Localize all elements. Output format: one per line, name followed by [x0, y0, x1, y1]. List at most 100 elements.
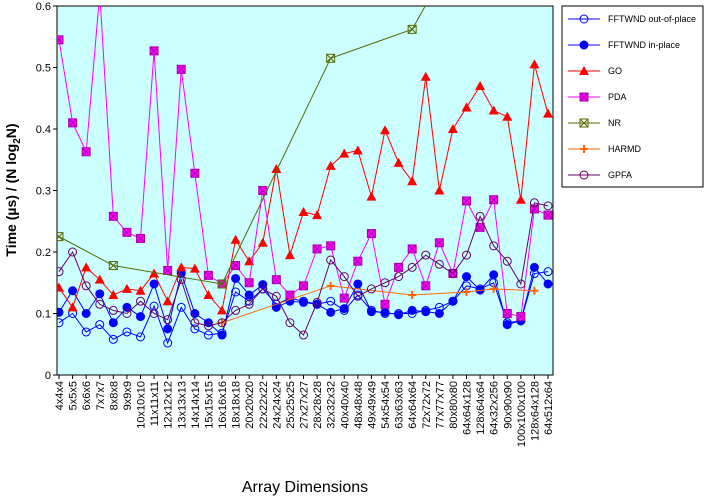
- marker: [190, 324, 200, 334]
- x-axis-title: Array Dimensions: [242, 479, 368, 496]
- marker: [299, 297, 308, 307]
- marker-part: [57, 307, 64, 317]
- marker: [366, 284, 376, 294]
- marker: [408, 291, 417, 300]
- marker-part: [258, 284, 268, 294]
- marker-part: [108, 261, 118, 270]
- marker: [462, 272, 471, 282]
- marker-part: [502, 320, 512, 330]
- marker-part: [447, 124, 458, 133]
- legend-label: GPFA: [608, 170, 632, 180]
- marker-part: [299, 330, 308, 340]
- marker: [176, 275, 186, 285]
- x-tick-label: 64x512x64: [543, 381, 555, 435]
- legend-label: FFTWND in-place: [608, 40, 680, 50]
- marker: [217, 279, 227, 289]
- marker-part: [380, 299, 390, 309]
- x-tick-label: 28x28x28: [312, 381, 324, 429]
- x-tick-label: 15x15x15: [203, 381, 215, 429]
- marker: [95, 299, 105, 309]
- marker-part: [163, 338, 173, 348]
- marker: [57, 282, 64, 292]
- marker-part: [121, 283, 132, 293]
- marker-part: [298, 207, 309, 217]
- marker-part: [57, 35, 64, 45]
- marker: [217, 305, 227, 315]
- marker: [257, 237, 268, 247]
- marker: [394, 262, 404, 272]
- marker: [121, 283, 132, 293]
- marker-part: [149, 268, 160, 278]
- marker: [326, 281, 335, 290]
- marker-part: [149, 309, 159, 318]
- marker: [515, 194, 526, 204]
- marker-part: [543, 210, 553, 220]
- marker-part: [529, 198, 539, 208]
- marker-part: [108, 334, 118, 344]
- marker-part: [217, 279, 227, 289]
- marker: [366, 191, 377, 201]
- marker: [95, 289, 105, 299]
- marker: [57, 232, 64, 242]
- marker-part: [108, 261, 118, 271]
- marker-part: [57, 232, 64, 241]
- marker-part: [149, 301, 159, 311]
- marker-part: [394, 310, 404, 320]
- marker-part: [352, 145, 363, 155]
- marker-part: [149, 46, 159, 56]
- marker-part: [420, 71, 431, 81]
- series-line: [58, 202, 549, 336]
- marker-part: [231, 305, 241, 315]
- marker-part: [217, 279, 227, 289]
- x-tick-label: 128x64x64: [475, 381, 487, 435]
- marker-part: [543, 267, 553, 277]
- marker-part: [163, 266, 173, 275]
- marker: [149, 309, 159, 318]
- marker: [380, 299, 390, 309]
- marker-part: [299, 297, 308, 307]
- marker-part: [122, 327, 132, 337]
- marker-part: [57, 232, 64, 242]
- x-tick-label: 8x8x8: [108, 381, 120, 410]
- marker-part: [543, 201, 553, 211]
- marker: [502, 309, 512, 318]
- marker: [579, 66, 589, 75]
- marker: [231, 261, 241, 271]
- marker: [434, 309, 444, 318]
- marker: [244, 299, 254, 309]
- marker-part: [217, 330, 227, 340]
- marker: [122, 309, 132, 318]
- marker: [353, 256, 363, 266]
- y-title-part: N): [3, 123, 19, 138]
- marker: [543, 267, 553, 277]
- x-tick-label: 77x77x77: [434, 381, 446, 429]
- marker-part: [516, 312, 526, 321]
- marker-part: [448, 269, 458, 279]
- marker-part: [136, 312, 145, 322]
- marker: [394, 310, 404, 320]
- x-tick-label: 10x10x10: [136, 381, 148, 429]
- marker: [380, 307, 390, 317]
- marker-part: [299, 281, 308, 291]
- marker: [462, 287, 471, 296]
- marker: [285, 290, 295, 300]
- marker: [217, 318, 227, 328]
- marker: [299, 330, 308, 340]
- marker-part: [339, 148, 350, 158]
- y-tick-label: 0.6: [36, 1, 51, 13]
- marker: [231, 305, 241, 315]
- marker-part: [394, 272, 404, 282]
- marker-part: [190, 318, 200, 328]
- marker-part: [366, 284, 376, 294]
- marker: [380, 278, 390, 288]
- marker: [299, 281, 308, 291]
- marker-part: [231, 261, 240, 270]
- marker: [339, 293, 349, 303]
- x-tick-label: 16x16x16: [217, 381, 229, 429]
- x-tick-label: 100x100x100: [516, 381, 528, 447]
- marker: [516, 279, 526, 289]
- marker-part: [122, 302, 132, 312]
- marker: [81, 147, 91, 157]
- marker: [407, 262, 417, 272]
- marker-part: [57, 282, 64, 292]
